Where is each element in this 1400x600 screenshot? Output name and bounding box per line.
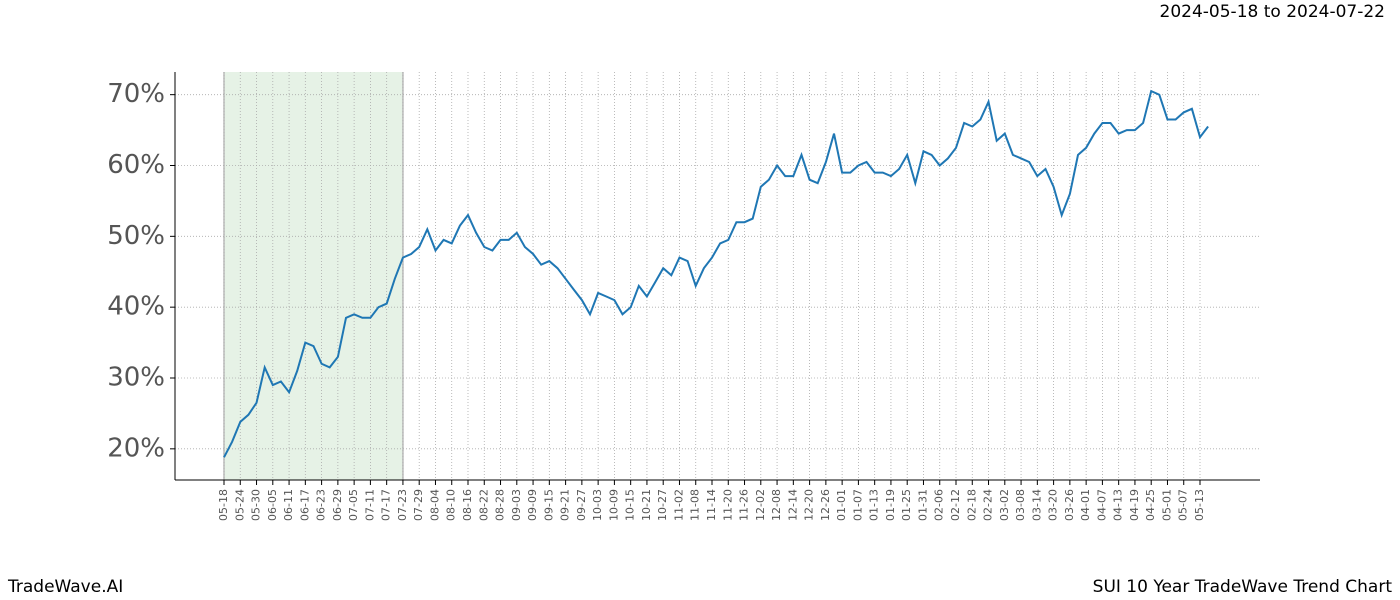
date-range: 2024-05-18 to 2024-07-22 [1160,2,1385,22]
x-tick-label: 07-23 [396,489,409,521]
x-tick-label: 09-15 [542,489,555,521]
y-tick-label: 20% [107,433,165,463]
x-tick-label: 12-20 [803,489,816,521]
x-tick-label: 01-31 [916,489,929,521]
x-tick-label: 03-08 [1014,489,1027,521]
x-tick-label: 03-14 [1030,489,1043,521]
x-tick-label: 05-30 [250,489,263,521]
x-tick-label: 09-03 [510,489,523,521]
x-tick-label: 07-11 [363,489,376,521]
x-tick-label: 06-11 [282,489,295,521]
x-tick-label: 07-29 [412,489,425,521]
x-tick-label: 05-13 [1193,489,1206,521]
x-tick-label: 04-07 [1095,489,1108,521]
y-tick-label: 60% [107,150,165,180]
x-tick-label: 11-02 [672,489,685,521]
x-tick-label: 04-19 [1128,489,1141,521]
highlight-region [224,72,403,480]
x-tick-label: 12-08 [770,489,783,521]
x-tick-label: 10-03 [591,489,604,521]
x-tick-label: 03-20 [1047,489,1060,521]
x-tick-label: 03-02 [998,489,1011,521]
x-tick-label: 09-21 [559,489,572,521]
x-tick-label: 11-08 [689,489,702,521]
brand: TradeWave.AI [7,577,123,597]
x-tick-label: 02-18 [965,489,978,521]
x-tick-label: 11-14 [705,489,718,521]
x-tick-label: 08-16 [461,489,474,521]
x-tick-label: 02-24 [982,489,995,521]
x-tick-label: 01-13 [868,489,881,521]
x-tick-label: 09-27 [575,489,588,521]
x-tick-label: 06-17 [298,489,311,521]
x-tick-label: 03-26 [1063,489,1076,521]
x-tick-label: 08-28 [494,489,507,521]
x-tick-label: 01-25 [900,489,913,521]
x-tick-label: 05-24 [233,489,246,521]
x-tick-label: 04-25 [1144,489,1157,521]
x-tick-label: 11-26 [738,489,751,521]
x-tick-label: 07-05 [347,489,360,521]
x-tick-label: 10-21 [640,489,653,521]
x-tick-label: 08-22 [477,489,490,521]
x-tick-label: 10-09 [607,489,620,521]
x-tick-label: 05-18 [217,489,230,521]
x-tick-label: 08-10 [445,489,458,521]
x-tick-label: 01-07 [851,489,864,521]
x-tick-label: 05-01 [1160,489,1173,521]
y-tick-label: 40% [107,292,165,322]
x-tick-label: 05-07 [1177,489,1190,521]
x-tick-label: 06-29 [331,489,344,521]
x-tick-label: 09-09 [526,489,539,521]
x-tick-label: 01-01 [835,489,848,521]
y-tick-label: 70% [107,79,165,109]
x-tick-label: 07-17 [380,489,393,521]
x-tick-label: 04-01 [1079,489,1092,521]
y-tick-label: 30% [107,363,165,393]
x-tick-label: 02-06 [933,489,946,521]
x-tick-label: 12-14 [786,489,799,521]
trend-line [223,89,1209,458]
chart-name: SUI 10 Year TradeWave Trend Chart [1093,577,1393,597]
x-tick-label: 12-02 [754,489,767,521]
x-tick-label: 08-04 [428,489,441,521]
x-tick-label: 02-12 [949,489,962,521]
y-tick-label: 50% [107,221,165,251]
x-tick-label: 06-23 [315,489,328,521]
x-tick-label: 11-20 [721,489,734,521]
x-tick-label: 12-26 [819,489,832,521]
x-tick-label: 10-27 [656,489,669,521]
x-tick-label: 04-13 [1112,489,1125,521]
x-tick-label: 01-19 [884,489,897,521]
x-tick-label: 06-05 [266,489,279,521]
x-tick-label: 10-15 [624,489,637,521]
